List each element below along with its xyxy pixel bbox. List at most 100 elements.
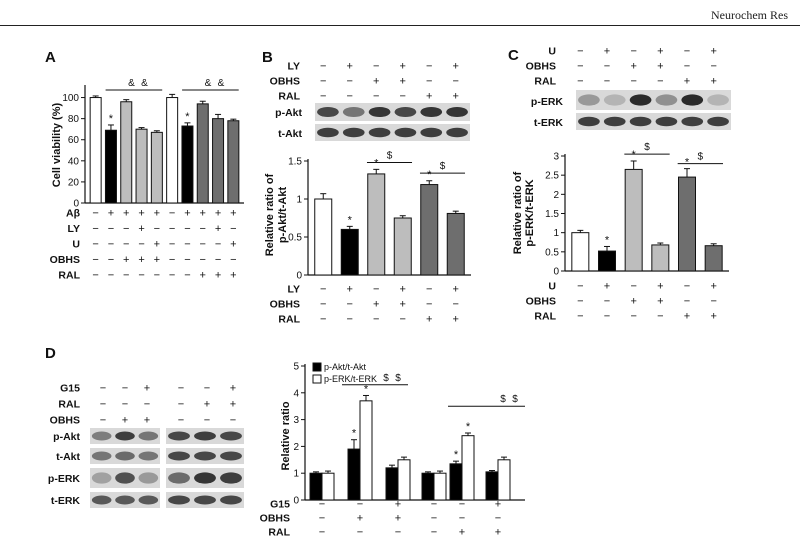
panel-a-condition-sign: +	[200, 208, 206, 220]
panel-d-blot-left-blot-band	[138, 495, 159, 505]
panel-a-condition-sign: +	[230, 239, 236, 251]
panel-b-top-condition-sign: −	[373, 61, 379, 73]
panel-b-condition-sign: −	[453, 299, 459, 311]
panel-a-condition-sign: −	[123, 270, 129, 282]
panel-c-bar	[598, 250, 616, 272]
panel-d-bar	[433, 472, 447, 501]
panel-a-bar	[212, 118, 225, 204]
panel-d-bar	[309, 472, 323, 501]
panel-d-condition-label: OBHS	[260, 513, 290, 525]
panel-b-top-condition-sign: −	[347, 76, 353, 88]
panel-a-condition-sign: −	[215, 254, 221, 266]
panel-c-condition-sign: −	[604, 296, 610, 308]
panel-d-condition-sign: −	[319, 513, 325, 525]
panel-c-top-condition-sign: −	[604, 61, 610, 73]
panel-b-pakt-blot-band	[446, 106, 468, 118]
panel-c-terk-blot-band	[578, 116, 600, 127]
panel-c-bar	[651, 244, 670, 272]
panel-d-blot-left-blot-band	[115, 472, 135, 484]
panel-c-terk-blot-band	[629, 116, 652, 127]
panel-c-bracket-label: $	[644, 142, 650, 153]
panel-b-bracket-label: $	[387, 151, 393, 162]
panel-c-blot-label: t-ERK	[534, 117, 564, 129]
panel-d-y-axis-title: Relative ratio	[280, 401, 292, 470]
panel-d-legend-swatch	[312, 362, 322, 372]
panel-c-condition-sign: +	[710, 311, 716, 323]
panel-a-bar	[150, 131, 163, 204]
journal-header: Neurochem Res	[711, 8, 788, 22]
panel-d-bar	[449, 463, 463, 501]
panel-b-condition-label: OBHS	[270, 299, 300, 311]
panel-d-blot-left-blot-band	[115, 431, 135, 441]
panel-d-condition-label: RAL	[268, 527, 290, 539]
panel-b-top-condition-sign: +	[373, 76, 379, 88]
panel-b-top-condition-sign: −	[426, 76, 432, 88]
panel-d-blot-label: p-Akt	[53, 431, 80, 443]
panel-b-condition-sign: −	[400, 314, 406, 326]
panel-d-blot-condition-sign: +	[144, 383, 150, 395]
panel-d-blot-condition-sign: −	[204, 383, 210, 395]
panel-d-blot-condition-sign: −	[178, 383, 184, 395]
panel-d-bar	[347, 448, 361, 501]
panel-d-blot-condition-label: RAL	[58, 399, 80, 411]
panel-d-blot-condition-sign: −	[230, 415, 236, 427]
panel-a-condition-sign: +	[200, 270, 206, 282]
panel-c-y-tick-label: 2	[553, 190, 559, 201]
panel-d-blot-right-blot-band	[220, 431, 242, 441]
panel-d-star-label: *	[352, 428, 357, 440]
panel-a-condition-sign: −	[184, 254, 190, 266]
panel-d-blot-condition-sign: +	[144, 415, 150, 427]
panel-d-blot-label: t-ERK	[51, 495, 81, 507]
panel-c-top-condition-sign: +	[630, 61, 636, 73]
panel-a-condition-sign: −	[92, 208, 98, 220]
panel-d-bracket-label: $	[395, 373, 401, 384]
panel-a-condition-sign: +	[215, 223, 221, 235]
panel-a-condition-sign: −	[200, 254, 206, 266]
panel-b-top-condition-sign: −	[400, 91, 406, 103]
panel-d-blot-condition-sign: −	[178, 415, 184, 427]
panel-b-pakt-blot-band	[342, 106, 365, 118]
panel-b-takt-blot-band	[420, 127, 443, 138]
panel-c-bar	[678, 176, 696, 272]
panel-d-blot-right-blot-band	[168, 495, 190, 505]
panel-a-star-label: *	[185, 111, 190, 123]
panel-d-blot-condition-sign: +	[122, 415, 128, 427]
panel-c-terk-blot-band	[603, 116, 626, 127]
panel-b-bracket-label: $	[440, 161, 446, 172]
panel-a-condition-sign: −	[200, 223, 206, 235]
panel-a-condition-sign: −	[92, 254, 98, 266]
panel-d-blot-condition-sign: −	[204, 415, 210, 427]
panel-a-y-tick-label: 20	[68, 177, 80, 188]
panel-d-blot-left-blot-band	[115, 451, 135, 461]
panel-c-star-label: *	[685, 157, 690, 169]
panel-c-top-condition-sign: +	[657, 46, 663, 58]
panel-c-y-axis-title-2: p-ERK/t-ERK	[524, 179, 536, 246]
panel-a-condition-sign: −	[184, 239, 190, 251]
panel-c-top-condition-sign: −	[577, 61, 583, 73]
panel-a-condition-sign: +	[123, 208, 129, 220]
panel-c-condition-sign: +	[657, 296, 663, 308]
panel-d-condition-sign: −	[431, 499, 437, 511]
panel-c-condition-sign: −	[577, 296, 583, 308]
panel-a-condition-sign: −	[200, 239, 206, 251]
panel-c-y-tick-label: 1.5	[545, 209, 559, 220]
panel-c-condition-sign: +	[630, 296, 636, 308]
panel-d-blot-right-blot-band	[220, 451, 242, 461]
panel-d-blot-condition-sign: −	[144, 399, 150, 411]
panel-d-condition-sign: −	[431, 513, 437, 525]
panel-d-blot-condition-sign: +	[230, 399, 236, 411]
panel-c-perk-blot-band	[655, 94, 678, 106]
panel-c-bar	[571, 232, 590, 272]
panel-d-condition-sign: +	[395, 513, 401, 525]
panel-d-legend-label: p-Akt/t-Akt	[324, 362, 367, 372]
panel-c-condition-sign: +	[684, 311, 690, 323]
panel-d-blot-label: p-ERK	[48, 473, 80, 485]
panel-b-y-tick-label: 0.5	[288, 233, 302, 244]
panel-c-condition-sign: −	[630, 281, 636, 293]
panel-d-blot-condition-sign: −	[100, 383, 106, 395]
panel-a-condition-sign: −	[169, 239, 175, 251]
panel-a-bar	[120, 101, 133, 204]
panel-a-bar	[196, 103, 209, 204]
panel-b-top-condition-sign: −	[426, 61, 432, 73]
panel-a-y-tick-label: 80	[68, 114, 80, 125]
